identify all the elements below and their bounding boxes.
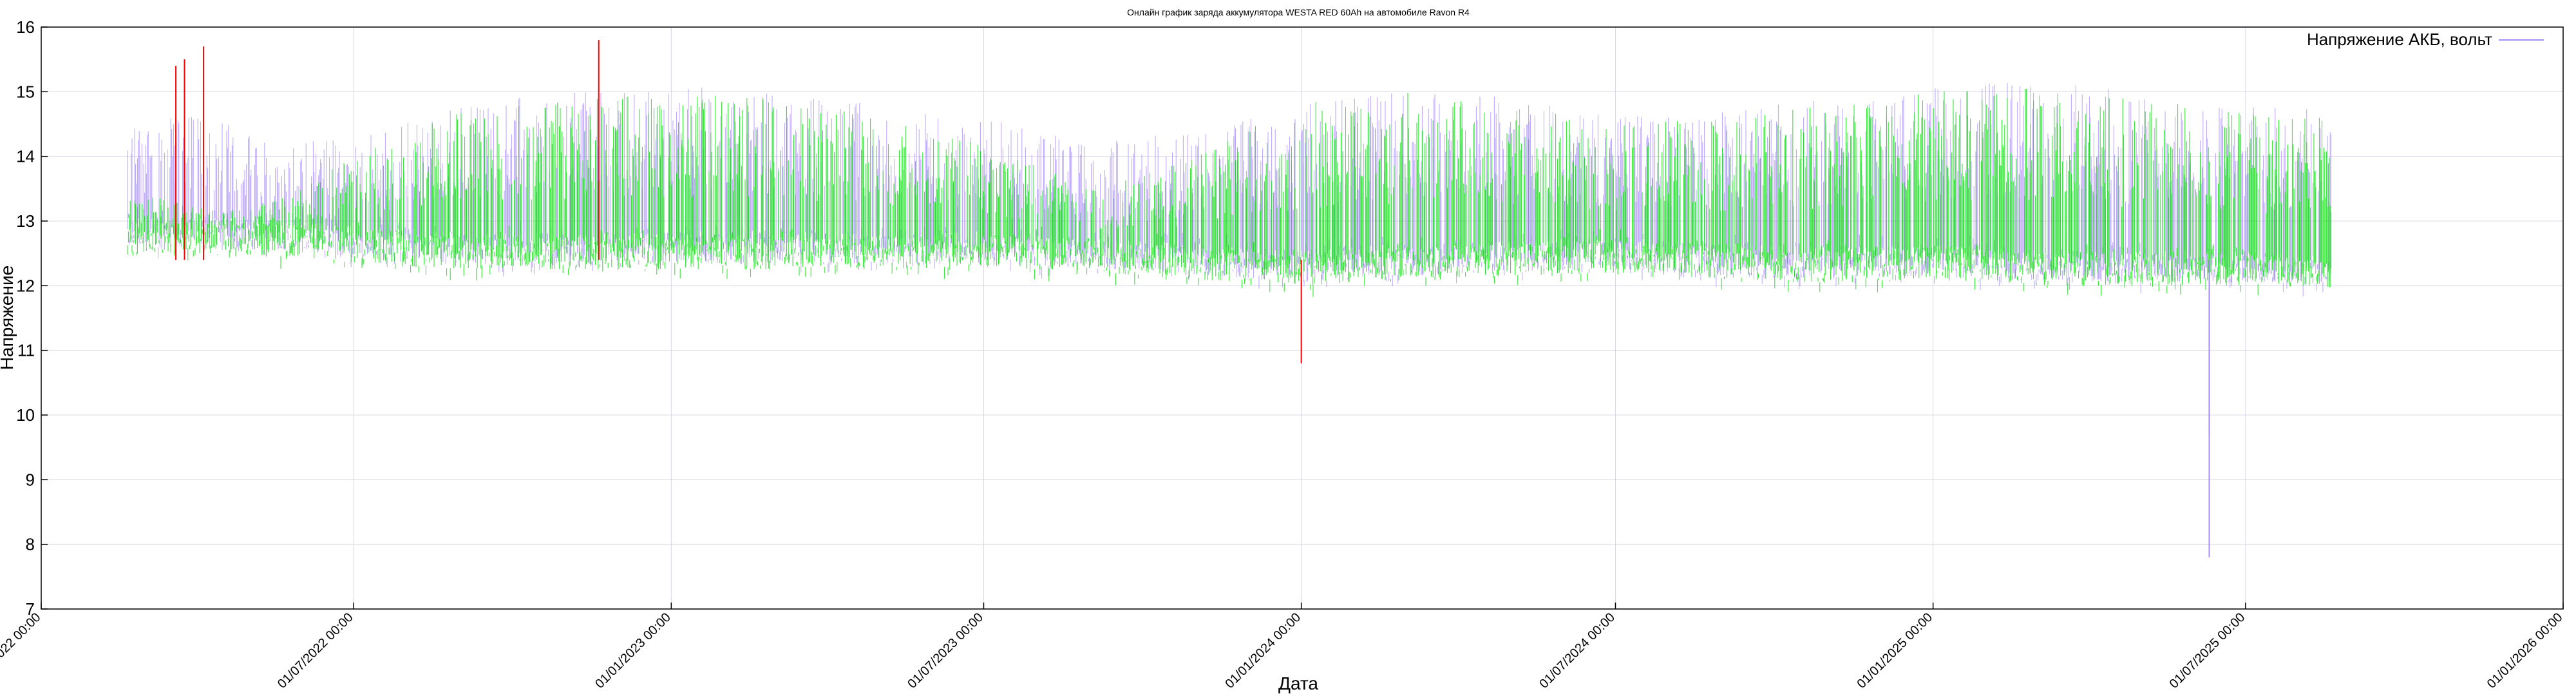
chart-title: Онлайн график заряда аккумулятора WESTA … — [1127, 7, 1470, 17]
legend: Напряжение АКБ, вольт — [2307, 30, 2544, 49]
y-tick-label: 13 — [16, 211, 35, 231]
y-axis: 7 8 9 10 11 12 13 14 15 16 — [16, 17, 48, 619]
x-tick-label: 01/01/2022 00:00 — [0, 610, 44, 691]
x-tick-label: 01/01/2025 00:00 — [1855, 610, 1936, 691]
series-layer — [127, 40, 2332, 557]
plot-frame — [41, 26, 2564, 610]
x-tick-label: 01/01/2023 00:00 — [592, 610, 674, 691]
y-tick-label: 16 — [16, 17, 35, 37]
y-tick-label: 7 — [26, 599, 35, 619]
y-tick-label: 12 — [16, 276, 35, 295]
y-tick-label: 11 — [17, 341, 35, 360]
y-tick-label: 8 — [26, 535, 35, 554]
y-tick-label: 14 — [16, 147, 35, 166]
y-tick-label: 15 — [16, 82, 35, 101]
legend-label: Напряжение АКБ, вольт — [2307, 30, 2492, 49]
x-tick-label: 01/07/2023 00:00 — [905, 610, 986, 691]
x-tick-label: 01/07/2022 00:00 — [275, 610, 356, 691]
series-line — [127, 88, 2332, 297]
x-tick-label: 01/01/2026 00:00 — [2485, 610, 2566, 691]
series-1 — [127, 88, 2332, 297]
y-tick-label: 9 — [26, 470, 35, 489]
y-axis-label: Напряжение — [0, 266, 17, 370]
x-axis-label: Дата — [1278, 673, 1318, 693]
y-tick-label: 10 — [16, 405, 35, 425]
x-tick-label: 01/07/2024 00:00 — [1537, 610, 1618, 691]
grid — [41, 26, 2564, 610]
x-tick-label: 01/07/2025 00:00 — [2167, 610, 2248, 691]
